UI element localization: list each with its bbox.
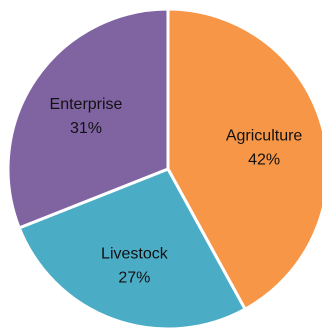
percent-label: 31% <box>70 120 102 137</box>
pie-slice-livestock <box>17 167 247 330</box>
category-label: Enterprise <box>50 96 123 113</box>
percent-label: 27% <box>118 269 150 286</box>
data-label-agriculture: Agriculture 42% <box>226 127 303 168</box>
data-label-enterprise: Enterprise 31% <box>50 96 123 137</box>
pie-slice-enterprise <box>6 7 170 230</box>
pie-slice-agriculture <box>166 7 322 311</box>
category-label: Livestock <box>101 245 169 262</box>
percent-label: 42% <box>248 151 280 168</box>
data-label-livestock: Livestock 27% <box>101 245 169 286</box>
category-label: Agriculture <box>226 127 303 144</box>
